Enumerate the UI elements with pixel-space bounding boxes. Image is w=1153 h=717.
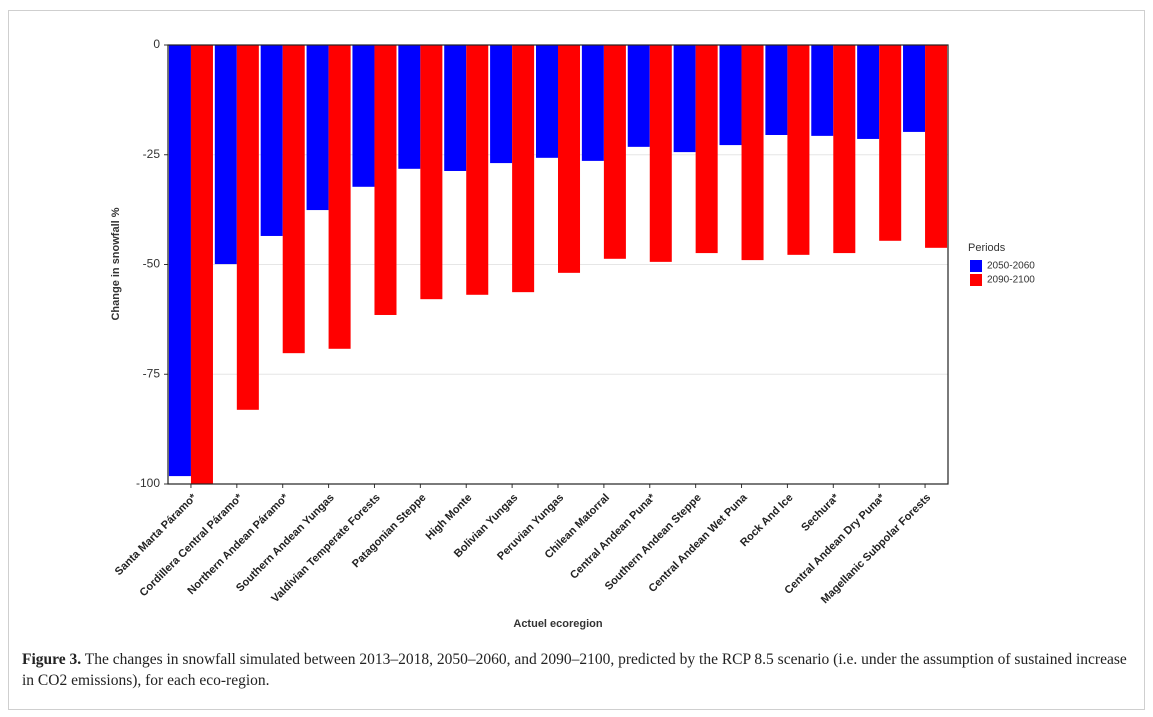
bar [214, 45, 237, 265]
bar [374, 45, 397, 315]
bar [420, 45, 443, 300]
x-tick-label: Sechura* [799, 491, 842, 534]
bar [879, 45, 902, 241]
bar [328, 45, 351, 349]
bar [903, 45, 926, 132]
bar [260, 45, 283, 236]
bar [741, 45, 764, 261]
y-tick-label: -100 [136, 476, 160, 490]
y-tick-label: 0 [153, 37, 160, 51]
x-tick-label: Central Andean Puna* [568, 491, 658, 581]
bar [306, 45, 329, 211]
caption: Figure 3. The changes in snowfall simula… [22, 649, 1137, 691]
bar [352, 45, 375, 187]
legend-label: 2050-2060 [987, 261, 1035, 272]
bar [490, 45, 513, 164]
bar [444, 45, 467, 171]
bar [649, 45, 672, 262]
bar [811, 45, 834, 136]
bar [833, 45, 856, 254]
bar [627, 45, 650, 147]
bar [282, 45, 305, 354]
bar [466, 45, 489, 295]
y-tick-label: -50 [143, 257, 161, 271]
bar [512, 45, 535, 293]
figure-frame [8, 10, 1145, 710]
caption-label: Figure 3. [22, 651, 82, 668]
x-tick-label: High Monte [424, 492, 475, 543]
caption-text: The changes in snowfall simulated betwee… [22, 651, 1127, 689]
bar [581, 45, 604, 161]
y-tick-label: -25 [143, 147, 161, 161]
bar [236, 45, 259, 410]
bar [765, 45, 788, 135]
y-axis-title: Change in snowfall % [110, 207, 122, 320]
bar [558, 45, 581, 273]
legend-title: Periods [968, 242, 1006, 254]
x-tick-label: Central Andean Wet Puna [647, 491, 751, 595]
bar [787, 45, 810, 255]
bar [168, 45, 191, 477]
bar [719, 45, 742, 146]
bar [535, 45, 558, 158]
legend-label: 2090-2100 [987, 275, 1035, 286]
legend-swatch [970, 260, 982, 272]
bar [603, 45, 626, 259]
y-tick-label: -75 [143, 366, 161, 380]
x-tick-label: Southern Andean Steppe [603, 492, 704, 593]
bar [695, 45, 718, 254]
bar [398, 45, 421, 169]
bar [673, 45, 696, 153]
bar [925, 45, 948, 248]
bar [857, 45, 880, 139]
x-tick-label: Southern Andean Yungas [234, 492, 337, 595]
x-axis-title: Actuel ecoregion [513, 618, 603, 630]
plot-border [167, 44, 949, 485]
x-tick-label: Santa Marta Páramo* [113, 491, 200, 578]
bar [190, 45, 213, 484]
legend-swatch [970, 274, 982, 286]
